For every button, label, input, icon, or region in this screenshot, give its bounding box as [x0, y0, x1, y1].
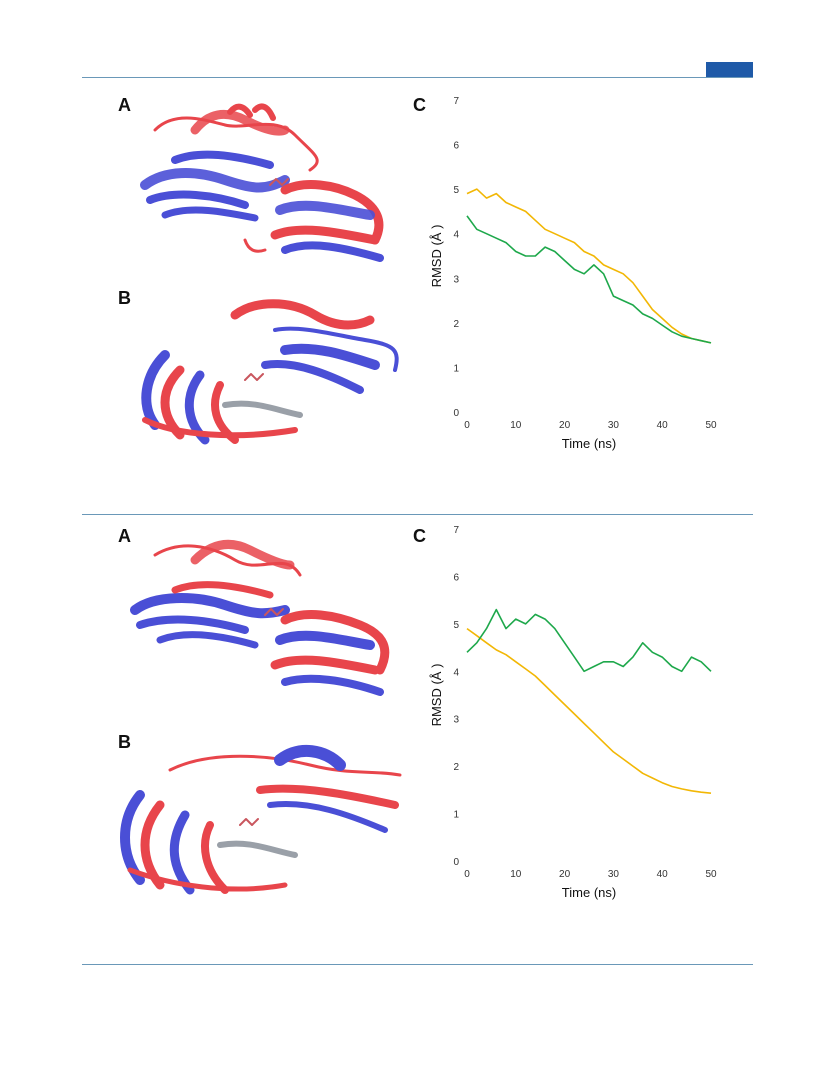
- chart-1-y-tick-label: 1: [453, 363, 459, 374]
- chart-1-x-tick-label: 0: [464, 420, 470, 431]
- figure-divider-rule: [82, 514, 753, 515]
- chart-1-x-tick-label: 40: [657, 420, 669, 431]
- figure-2-rmsd-chart: 0 1 2 3 4 5 6 7 0 10 20 30 40 50 Time (ns) RMSD (Å ): [429, 525, 717, 900]
- chart-1-y-axis-label: RMSD (Å ): [429, 225, 444, 288]
- figure-1-panel-b-label: B: [118, 288, 131, 308]
- chart-2-y-tick-label: 6: [453, 572, 459, 583]
- chart-2-x-tick-label: 0: [464, 869, 470, 880]
- chart-2-x-tick-label: 30: [608, 869, 620, 880]
- chart-2-y-axis-label: RMSD (Å ): [429, 664, 444, 727]
- chart-2-x-tick-label: 50: [705, 869, 717, 880]
- chart-1-series-1-line: [466, 188, 712, 344]
- chart-2-y-tick-label: 2: [453, 762, 459, 773]
- chart-1-y-tick-label: 0: [453, 408, 459, 419]
- figure-1-rmsd-chart: 0 1 2 3 4 5 6 7 0 10 20 30 40 50 Time (ns) RMSD (Å ): [429, 96, 717, 451]
- chart-2-series-2-line: [466, 608, 712, 673]
- chart-2-y-tick-label: 0: [453, 857, 459, 868]
- chart-2-x-tick-label: 20: [559, 869, 571, 880]
- chart-1-y-tick-label: 6: [453, 141, 459, 152]
- chart-1-y-tick-label: 2: [453, 319, 459, 330]
- figure-1-panel-c-label: C: [413, 95, 426, 115]
- chart-2-y-tick-label: 7: [453, 525, 459, 536]
- figure-2-panel-b-label: B: [118, 732, 131, 752]
- chart-1-series-2-line: [466, 215, 712, 344]
- chart-1-x-tick-label: 50: [705, 420, 717, 431]
- chart-2-series-1-line: [466, 627, 712, 794]
- chart-2-y-tick-label: 5: [453, 620, 459, 631]
- chart-1-y-tick-label: 7: [453, 96, 459, 107]
- footer-rule: [82, 964, 753, 965]
- chart-2-x-tick-label: 40: [657, 869, 669, 880]
- chart-2-y-tick-label: 4: [453, 667, 459, 678]
- figure-2-panel-c-label: C: [413, 526, 426, 546]
- header-accent-block: [706, 62, 753, 77]
- chart-1-y-tick-label: 3: [453, 274, 459, 285]
- chart-1-x-tick-label: 30: [608, 420, 620, 431]
- chart-1-x-tick-label: 20: [559, 420, 571, 431]
- chart-1-x-axis-label: Time (ns): [562, 436, 616, 451]
- header-rule: [82, 77, 753, 78]
- figure-2-protein-superposition-b: [120, 744, 402, 895]
- chart-2-x-axis-label: Time (ns): [562, 885, 616, 900]
- chart-1-y-tick-label: 5: [453, 185, 459, 196]
- chart-1-y-tick-label: 4: [453, 230, 459, 241]
- figure-1-protein-superposition-b: [141, 299, 399, 445]
- figure-2-protein-superposition-a: [130, 539, 390, 696]
- chart-2-y-tick-label: 3: [453, 715, 459, 726]
- figure-1-panel-a-label: A: [118, 95, 131, 115]
- figure-2-panel-a-label: A: [118, 526, 131, 546]
- chart-2-y-tick-label: 1: [453, 810, 459, 821]
- chart-2-x-tick-label: 10: [510, 869, 522, 880]
- chart-1-x-tick-label: 10: [510, 420, 522, 431]
- figure-1-protein-superposition-a: [140, 103, 384, 262]
